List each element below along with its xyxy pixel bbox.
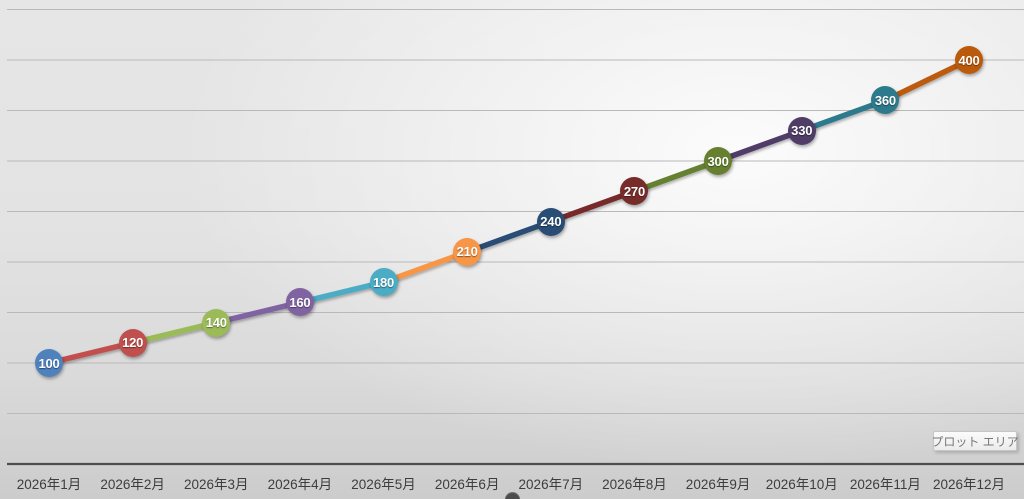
- chart-resize-handle-icon[interactable]: [505, 492, 520, 499]
- data-label: 100: [38, 355, 60, 371]
- data-label: 140: [205, 315, 227, 331]
- gridlines: [7, 9, 1024, 466]
- data-point-marker[interactable]: 140: [202, 308, 231, 337]
- data-label: 270: [623, 183, 645, 199]
- line-segment[interactable]: [882, 57, 972, 104]
- data-label: 120: [122, 335, 144, 351]
- data-point-marker[interactable]: 100: [35, 349, 63, 377]
- data-label: 360: [874, 92, 896, 108]
- data-point-marker[interactable]: 400: [954, 46, 983, 74]
- data-label: 160: [289, 294, 311, 310]
- data-point-marker[interactable]: 210: [453, 237, 482, 266]
- data-point-marker[interactable]: 120: [118, 328, 147, 357]
- data-label: 210: [456, 244, 478, 260]
- data-point-marker[interactable]: 270: [620, 177, 649, 206]
- data-point-marker[interactable]: 360: [871, 86, 900, 115]
- data-label: 400: [958, 52, 980, 68]
- line-segment[interactable]: [715, 127, 805, 164]
- data-point-marker[interactable]: 180: [369, 268, 398, 297]
- plot-area-tooltip: プロット エリア: [931, 431, 1019, 451]
- data-label: 180: [372, 274, 395, 290]
- data-point-marker[interactable]: 330: [787, 116, 816, 145]
- data-point-marker[interactable]: 160: [285, 288, 314, 317]
- data-point-marker[interactable]: 240: [536, 207, 565, 236]
- data-label: 330: [791, 123, 813, 139]
- data-label: 240: [540, 214, 562, 230]
- data-point-marker[interactable]: 300: [704, 147, 733, 175]
- data-label: 300: [707, 153, 729, 169]
